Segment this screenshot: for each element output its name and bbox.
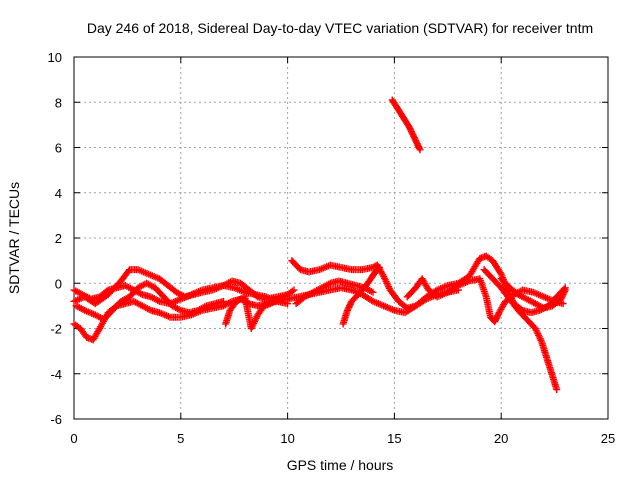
x-axis-label: GPS time / hours bbox=[287, 457, 394, 473]
x-tick-label: 20 bbox=[494, 431, 508, 446]
grid-lines bbox=[74, 57, 608, 419]
y-tick-label: 10 bbox=[48, 50, 62, 65]
data-point-marker bbox=[284, 300, 292, 308]
data-point-marker bbox=[561, 286, 569, 294]
series-arc-7 bbox=[292, 277, 377, 308]
data-point-marker bbox=[559, 300, 567, 308]
series-arc-9 bbox=[388, 96, 424, 154]
data-point-marker bbox=[375, 263, 383, 271]
data-point-marker bbox=[220, 297, 228, 305]
data-point-marker bbox=[103, 287, 111, 295]
y-tick-label: 0 bbox=[55, 276, 62, 291]
y-tick-label: -4 bbox=[50, 367, 62, 382]
x-tick-label: 0 bbox=[70, 431, 77, 446]
series-arc-3 bbox=[70, 282, 292, 308]
x-tick-label: 25 bbox=[601, 431, 615, 446]
data-point-marker bbox=[415, 144, 423, 152]
data-point-marker bbox=[561, 288, 569, 296]
data-markers bbox=[70, 96, 569, 394]
x-tick-label: 5 bbox=[177, 431, 184, 446]
series-arc-8 bbox=[339, 263, 383, 328]
y-tick-label: 2 bbox=[55, 231, 62, 246]
y-tick-label: -2 bbox=[50, 322, 62, 337]
series-arc-5 bbox=[222, 291, 292, 332]
data-point-marker bbox=[284, 291, 292, 299]
data-point-marker bbox=[288, 287, 296, 295]
x-tick-label: 15 bbox=[387, 431, 401, 446]
x-tick-labels: 0 5 10 15 20 25 bbox=[70, 431, 615, 446]
plot-frame bbox=[73, 56, 609, 420]
y-tick-label: 8 bbox=[55, 95, 62, 110]
y-tick-labels: -6 -4 -2 0 2 4 6 8 10 bbox=[48, 50, 62, 427]
data-point-marker bbox=[374, 265, 382, 273]
series-arc-4 bbox=[72, 279, 228, 323]
series-arc-2 bbox=[70, 284, 462, 344]
series-arc-12 bbox=[497, 275, 569, 312]
y-tick-label: 6 bbox=[55, 141, 62, 156]
data-point-marker bbox=[553, 386, 561, 394]
data-point-marker bbox=[290, 286, 298, 294]
y-tick-label: -6 bbox=[50, 412, 62, 427]
y-axis-label: SDTVAR / TECUs bbox=[6, 182, 22, 294]
data-point-marker bbox=[494, 310, 502, 318]
data-point-marker bbox=[369, 288, 377, 296]
y-tick-label: 4 bbox=[55, 186, 62, 201]
chart-title: Day 246 of 2018, Sidereal Day-to-day VTE… bbox=[87, 20, 593, 36]
series-arc-11 bbox=[480, 266, 561, 394]
data-point-marker bbox=[416, 146, 424, 154]
x-tick-label: 10 bbox=[280, 431, 294, 446]
